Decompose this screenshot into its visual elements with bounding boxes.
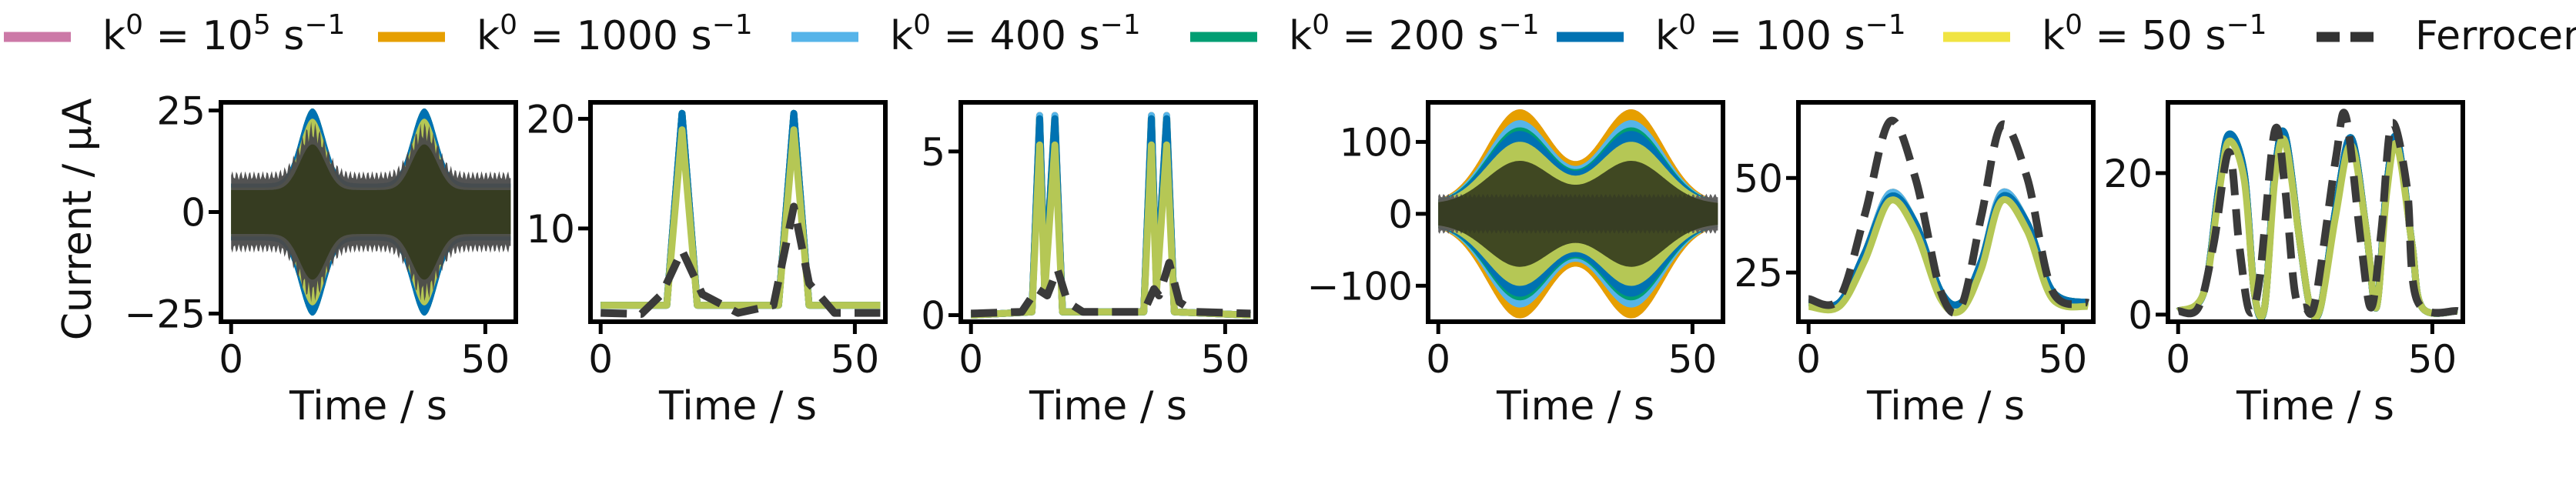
x-tick-label: 0 (1426, 337, 1450, 382)
legend-item-ferrocene: Ferrocene (2317, 13, 2576, 59)
y-tick-label: 0 (181, 191, 206, 235)
x-tick-label: 0 (588, 337, 613, 382)
x-tick-label: 0 (1796, 337, 1821, 382)
x-tick-label: 0 (958, 337, 983, 382)
x-tick-label: 50 (2408, 337, 2457, 382)
y-tick-label: 100 (1340, 120, 1413, 165)
series-k200 (601, 109, 881, 309)
y-tick-label: 25 (156, 89, 206, 134)
series-k100000 (970, 112, 1251, 319)
x-tick-label: 50 (1668, 337, 1718, 382)
y-tick-label: 10 (526, 207, 575, 252)
series-ferrocene (2177, 109, 2459, 318)
y-tick-label: 20 (526, 97, 575, 142)
y-tick-label: −100 (1307, 264, 1413, 309)
x-axis-label: Time / s (2236, 383, 2394, 429)
plot-area (231, 108, 511, 316)
legend-item-k1000: k0 = 1000 s−1 (378, 9, 753, 59)
legend-item-k200: k0 = 200 s−1 (1190, 9, 1540, 59)
overlap-shade (1438, 161, 1718, 267)
series-k50 (601, 126, 881, 309)
x-axis-label: Time / s (289, 383, 447, 429)
legend-label-k100000: k0 = 105 s−1 (102, 9, 345, 59)
legend-item-k50: k0 = 50 s−1 (1943, 9, 2267, 59)
plot-area (970, 112, 1251, 319)
axes-frame (1796, 100, 2096, 324)
axes-frame (588, 100, 888, 324)
legend-item-k400: k0 = 400 s−1 (791, 9, 1141, 59)
series-k50 (970, 141, 1251, 319)
panel-5: 0 50 25 50 Time / s (1734, 100, 2096, 429)
legend-label-k200: k0 = 200 s−1 (1289, 9, 1540, 59)
legend-label-ferrocene: Ferrocene (2415, 13, 2576, 59)
x-tick-label: 50 (1201, 337, 1250, 382)
legend-item-k100000: k0 = 105 s−1 (4, 9, 345, 59)
series-k400 (601, 109, 881, 309)
x-tick-label: 50 (831, 337, 880, 382)
series-k100 (601, 109, 881, 309)
legend-label-k100: k0 = 100 s−1 (1655, 9, 1906, 59)
x-tick-label: 50 (2039, 337, 2088, 382)
legend-item-k100: k0 = 100 s−1 (1557, 9, 1906, 59)
panel-6: 0 50 0 20 Time / s (2103, 100, 2465, 429)
plot-area (1438, 109, 1718, 319)
y-tick-label: 0 (2128, 293, 2153, 338)
series-k200 (970, 115, 1251, 319)
x-tick-label: 0 (219, 337, 243, 382)
x-tick-label: 50 (461, 337, 510, 382)
legend-label-k1000: k0 = 1000 s−1 (477, 9, 753, 59)
y-tick-label: 0 (921, 293, 945, 338)
x-tick-label: 0 (2166, 337, 2190, 382)
x-axis-label: Time / s (658, 383, 817, 429)
x-axis-label: Time / s (1029, 383, 1187, 429)
y-axis-label: Current / μA (55, 98, 101, 340)
panel-1: 0 50 −25 0 25 Time / s (124, 89, 518, 429)
axes-frame (2166, 100, 2465, 324)
plot-area (1808, 116, 2089, 317)
y-tick-label: 20 (2103, 152, 2153, 196)
legend-label-k50: k0 = 50 s−1 (2042, 9, 2267, 59)
series-k1000 (601, 109, 881, 309)
x-axis-label: Time / s (1866, 383, 2025, 429)
panel-4: 0 50 −100 0 100 Time / s (1307, 100, 1725, 429)
series-ferrocene (601, 202, 881, 318)
y-tick-label: 25 (1734, 251, 1783, 296)
y-tick-label: 50 (1734, 156, 1783, 201)
x-axis-label: Time / s (1496, 383, 1654, 429)
y-tick-label: 5 (921, 130, 945, 175)
series-k1000 (970, 112, 1251, 319)
plot-area (2176, 109, 2459, 322)
series-ferrocene (971, 259, 1251, 318)
series-k100000 (601, 109, 881, 309)
overlap-shade (231, 144, 511, 280)
series-ferrocene (1808, 116, 2089, 317)
y-tick-label: −25 (124, 292, 206, 336)
legend: k0 = 105 s−1 k0 = 1000 s−1 k0 = 400 s−1 k0 … (4, 9, 2576, 59)
panel-3: 0 50 0 5 Time / s (921, 100, 1258, 429)
panels: 0 50 −25 0 25 Time / s 0 50 10 20 Time / s 0 50 0 5 Tim… (124, 89, 2465, 429)
axes-frame (958, 100, 1258, 324)
y-tick-label: 0 (1388, 192, 1413, 237)
plot-area (601, 109, 881, 318)
legend-label-k400: k0 = 400 s−1 (890, 9, 1141, 59)
panel-2: 0 50 10 20 Time / s (526, 97, 888, 429)
series-k400 (970, 112, 1251, 319)
series-k100 (970, 115, 1251, 319)
